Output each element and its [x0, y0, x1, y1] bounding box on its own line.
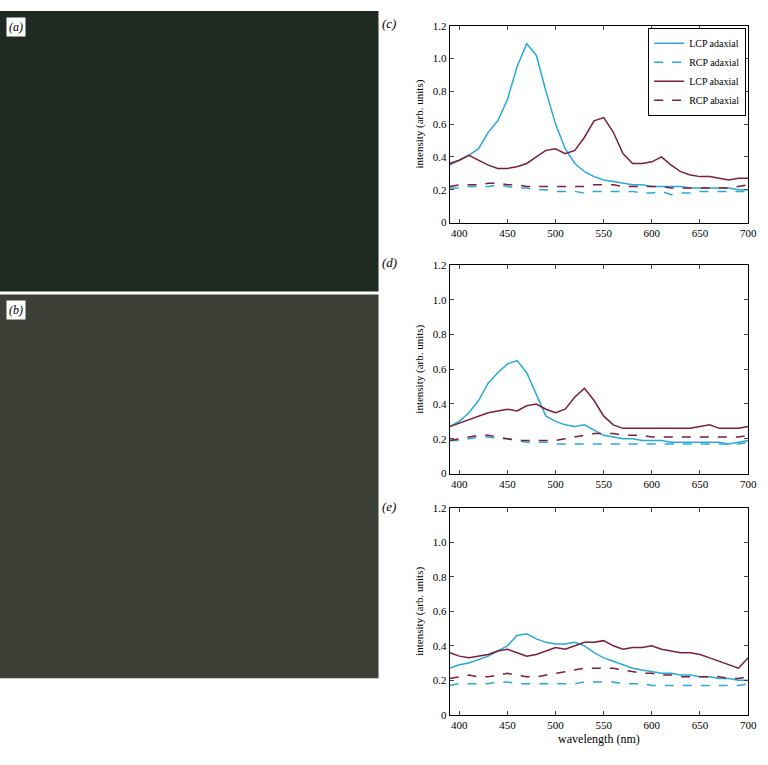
svg-text:1.2: 1.2	[433, 20, 447, 32]
svg-text:0: 0	[441, 216, 447, 228]
svg-text:1.0: 1.0	[433, 52, 447, 64]
svg-text:550: 550	[595, 227, 612, 239]
svg-text:RCP abaxial: RCP abaxial	[689, 95, 739, 106]
svg-text:0.2: 0.2	[433, 674, 447, 686]
svg-text:1.2: 1.2	[433, 502, 447, 514]
svg-text:(d): (d)	[382, 255, 397, 270]
svg-text:600: 600	[644, 227, 661, 239]
svg-text:400: 400	[451, 478, 468, 490]
svg-text:LCP abaxial: LCP abaxial	[689, 76, 739, 87]
svg-text:0.2: 0.2	[433, 184, 447, 196]
svg-text:1.0: 1.0	[433, 294, 447, 306]
svg-text:0.8: 0.8	[433, 85, 447, 97]
svg-text:600: 600	[644, 478, 661, 490]
svg-text:650: 650	[692, 719, 709, 731]
svg-text:(c): (c)	[382, 16, 396, 31]
svg-text:0: 0	[441, 467, 447, 479]
svg-text:0.6: 0.6	[433, 363, 447, 375]
svg-text:0.8: 0.8	[433, 328, 447, 340]
svg-text:700: 700	[740, 719, 757, 731]
svg-text:intensity (arb. units): intensity (arb. units)	[413, 324, 426, 413]
svg-text:0: 0	[441, 709, 447, 721]
svg-text:RCP adaxial: RCP adaxial	[689, 57, 739, 68]
svg-text:1.2: 1.2	[433, 259, 447, 271]
svg-text:(a): (a)	[9, 20, 23, 34]
svg-text:550: 550	[595, 719, 612, 731]
svg-text:wavelength (nm): wavelength (nm)	[558, 732, 640, 746]
svg-text:550: 550	[595, 478, 612, 490]
svg-text:650: 650	[692, 478, 709, 490]
svg-text:0.4: 0.4	[433, 398, 447, 410]
svg-text:400: 400	[451, 719, 468, 731]
svg-text:0.4: 0.4	[433, 151, 447, 163]
svg-text:700: 700	[740, 227, 757, 239]
svg-text:500: 500	[547, 478, 564, 490]
svg-text:0.6: 0.6	[433, 118, 447, 130]
svg-text:0.6: 0.6	[433, 605, 447, 617]
svg-text:700: 700	[740, 478, 757, 490]
svg-text:intensity (arb. units): intensity (arb. units)	[413, 79, 426, 168]
svg-text:450: 450	[499, 719, 516, 731]
svg-text:1.0: 1.0	[433, 536, 447, 548]
svg-text:LCP adaxial: LCP adaxial	[689, 38, 739, 49]
svg-text:600: 600	[644, 719, 661, 731]
svg-text:650: 650	[692, 227, 709, 239]
svg-text:450: 450	[499, 227, 516, 239]
svg-text:500: 500	[547, 227, 564, 239]
svg-text:(e): (e)	[382, 499, 396, 514]
svg-text:intensity (arb. units): intensity (arb. units)	[413, 567, 426, 656]
svg-text:0.2: 0.2	[433, 433, 447, 445]
svg-text:0.4: 0.4	[433, 640, 447, 652]
svg-text:(b): (b)	[9, 303, 23, 317]
svg-text:0.8: 0.8	[433, 571, 447, 583]
svg-text:500: 500	[547, 719, 564, 731]
svg-text:450: 450	[499, 478, 516, 490]
svg-text:400: 400	[451, 227, 468, 239]
